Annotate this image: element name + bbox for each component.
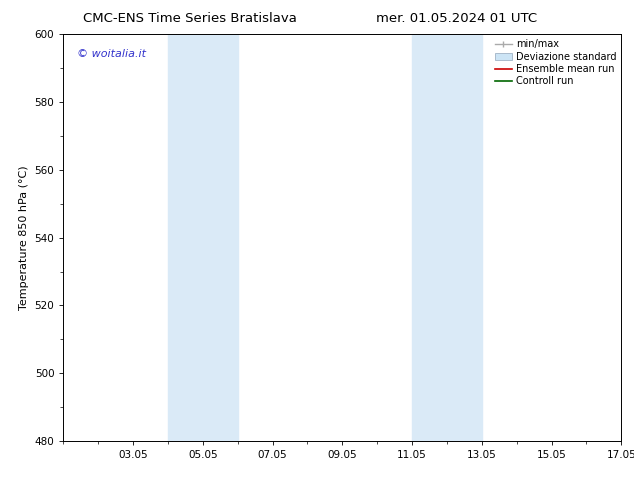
Bar: [168, 34, 238, 441]
Legend: min/max, Deviazione standard, Ensemble mean run, Controll run: min/max, Deviazione standard, Ensemble m…: [493, 37, 618, 88]
Bar: [412, 34, 482, 441]
Y-axis label: Temperature 850 hPa (°C): Temperature 850 hPa (°C): [19, 165, 29, 310]
Text: © woitalia.it: © woitalia.it: [77, 49, 146, 58]
Text: CMC-ENS Time Series Bratislava: CMC-ENS Time Series Bratislava: [83, 12, 297, 25]
Text: mer. 01.05.2024 01 UTC: mer. 01.05.2024 01 UTC: [376, 12, 537, 25]
